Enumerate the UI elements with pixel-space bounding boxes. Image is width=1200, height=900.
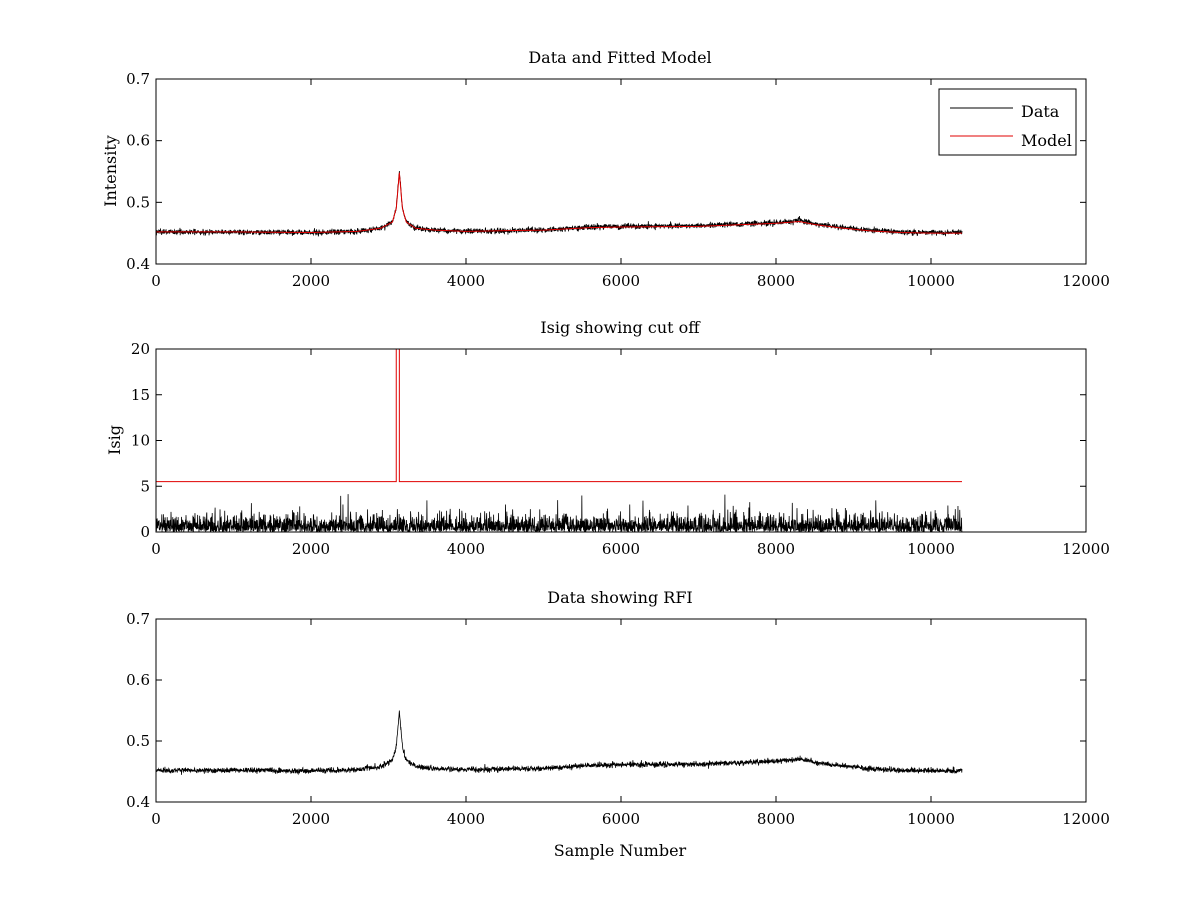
panel-0-xtick-label: 10000 (907, 272, 955, 290)
panel-2-xtick-label: 10000 (907, 810, 955, 828)
panel-1-ytick-label: 20 (131, 340, 150, 358)
panel-2-axes-frame (155, 618, 1087, 803)
panel-0-ytick-label: 0.7 (126, 70, 150, 88)
panel-2-ytick-label: 0.5 (126, 732, 150, 750)
panel-1-ytick-label: 10 (131, 432, 150, 450)
legend-model-label: Model (1021, 131, 1072, 150)
panel-0-xtick-label: 2000 (292, 272, 330, 290)
panel-0-ticks: 0 2000 4000 6000 8000 10000 12000 0.4 0.5 0.6 0.7 (126, 70, 1110, 290)
panel-1-ytick-label: 15 (131, 386, 150, 404)
panel-2-plotarea (156, 710, 963, 776)
panel-2-xtick-label: 4000 (447, 810, 485, 828)
panel-1-xtick-label: 4000 (447, 540, 485, 558)
panel-0-ytick-label: 0.5 (126, 193, 150, 211)
legend-data-label: Data (1021, 102, 1060, 121)
panel-2-ticks: 0 2000 4000 6000 8000 10000 12000 0.4 0.5 0.6 0.7 (126, 610, 1110, 828)
panel-1-ylabel: Isig (105, 425, 124, 455)
panel-0-xtick-label: 12000 (1062, 272, 1110, 290)
panel-2-series-signal-line (156, 710, 963, 776)
panel-1-axes-frame (155, 348, 1087, 533)
panel-2-xtick-label: 8000 (757, 810, 795, 828)
panel-1-ytick-label: 5 (140, 477, 150, 495)
panel-0-plotarea (156, 171, 963, 237)
panel-1-ticks: 0 2000 4000 6000 8000 10000 12000 0 5 10 15 20 (131, 340, 1110, 558)
panel-1-title: Isig showing cut off (540, 318, 701, 337)
panel-1-xtick-label: 0 (151, 540, 161, 558)
panel-1-xtick-label: 6000 (602, 540, 640, 558)
panel-data-and-fitted-model: Data and Fitted Model Intensity 0 2000 400… (101, 48, 1110, 290)
panel-2-xlabel: Sample Number (554, 841, 687, 860)
panel-2-xtick-label: 2000 (292, 810, 330, 828)
panel-2-ytick-label: 0.6 (126, 671, 150, 689)
panel-0-axes-frame (155, 78, 1087, 265)
panel-0-legend: Data Model (938, 88, 1077, 156)
panel-0-title: Data and Fitted Model (528, 48, 711, 67)
panel-0-series-model-line (156, 172, 962, 234)
panel-2-ytick-label: 0.7 (126, 610, 150, 628)
panel-1-series-threshold-line (156, 349, 962, 483)
panel-1-xtick-label: 2000 (292, 540, 330, 558)
panel-0-xtick-label: 0 (151, 272, 161, 290)
panel-data-showing-rfi: Data showing RFI Sample Number 0 2000 4000… (126, 588, 1110, 860)
panel-0-ytick-label: 0.4 (126, 255, 150, 273)
panel-0-xtick-label: 6000 (602, 272, 640, 290)
panel-2-xtick-label: 12000 (1062, 810, 1110, 828)
panel-2-xtick-label: 0 (151, 810, 161, 828)
panel-isig-showing-cut-off: Isig showing cut off Isig 0 2000 4000 6000 8… (105, 318, 1110, 558)
panel-1-ytick-label: 0 (140, 523, 150, 541)
panel-2-xtick-label: 6000 (602, 810, 640, 828)
panel-0-ylabel: Intensity (101, 135, 120, 207)
panel-2-ytick-label: 0.4 (126, 793, 150, 811)
panel-0-xtick-label: 8000 (757, 272, 795, 290)
panel-1-xtick-label: 12000 (1062, 540, 1110, 558)
panel-0-xtick-label: 4000 (447, 272, 485, 290)
legend-box (938, 88, 1077, 156)
panel-1-xtick-label: 8000 (757, 540, 795, 558)
panel-2-title: Data showing RFI (547, 588, 692, 607)
panel-1-xtick-label: 10000 (907, 540, 955, 558)
panel-0-ytick-label: 0.6 (126, 132, 150, 150)
